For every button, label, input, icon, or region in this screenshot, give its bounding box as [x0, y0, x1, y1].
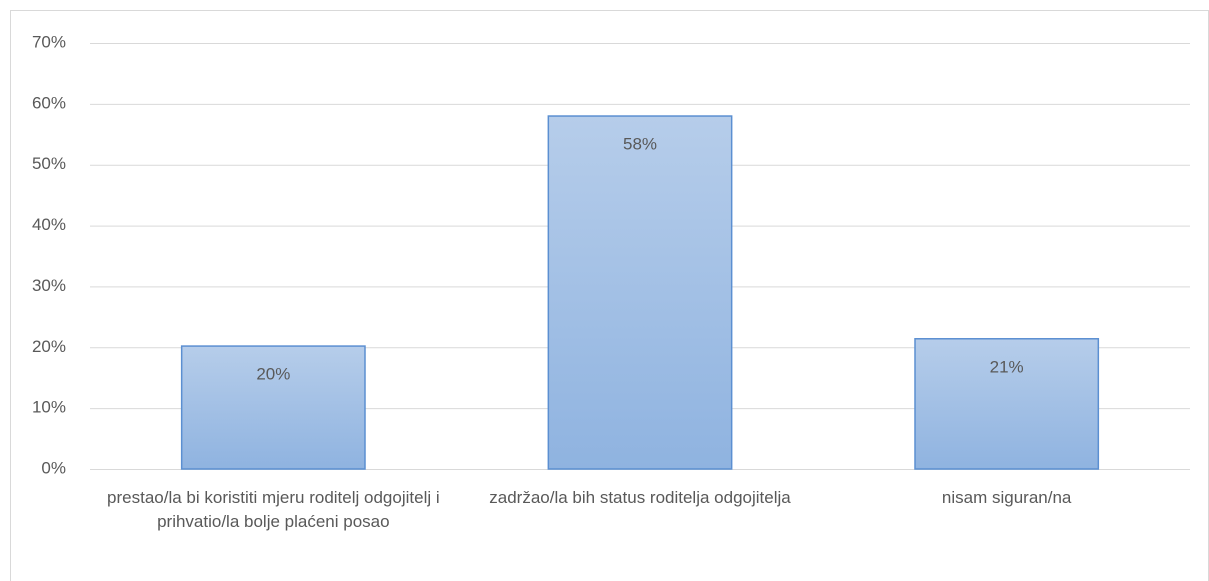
y-tick-label: 30% — [32, 276, 66, 295]
bar — [914, 338, 1100, 470]
bar — [180, 345, 366, 470]
y-tick-label: 0% — [41, 458, 66, 477]
data-label: 58% — [623, 135, 657, 154]
y-tick-label: 70% — [32, 32, 66, 51]
y-tick-label: 60% — [32, 93, 66, 112]
x-tick-label: zadržao/la bih status roditelja odgojite… — [489, 488, 791, 507]
y-tick-label: 40% — [32, 215, 66, 234]
y-tick-label: 50% — [32, 154, 66, 173]
bar — [547, 115, 733, 470]
x-tick-label: nisam siguran/na — [941, 488, 1072, 507]
y-tick-label: 20% — [32, 337, 66, 356]
y-tick-label: 10% — [32, 398, 66, 417]
data-label: 20% — [256, 365, 290, 384]
x-tick-label: prestao/la bi koristiti mjeru roditelj o… — [107, 488, 440, 531]
data-label: 21% — [990, 357, 1024, 376]
